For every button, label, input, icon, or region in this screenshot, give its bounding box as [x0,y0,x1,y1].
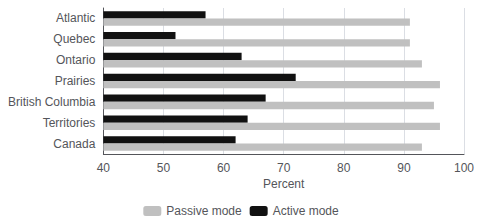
svg-text:Quebec: Quebec [53,32,95,46]
svg-text:40: 40 [97,161,111,175]
svg-text:Percent: Percent [263,177,305,191]
svg-text:Territories: Territories [43,116,96,130]
svg-text:60: 60 [217,161,231,175]
svg-text:70: 70 [277,161,291,175]
svg-text:50: 50 [157,161,171,175]
svg-text:90: 90 [397,161,411,175]
svg-text:100: 100 [454,161,474,175]
svg-text:Canada: Canada [53,137,95,151]
svg-text:British Columbia: British Columbia [8,95,96,109]
svg-text:Prairies: Prairies [55,74,96,88]
svg-text:Ontario: Ontario [56,53,96,67]
svg-text:Atlantic: Atlantic [56,11,95,25]
svg-text:Passive mode: Passive mode [166,204,242,218]
svg-text:80: 80 [337,161,351,175]
svg-text:Active mode: Active mode [273,204,339,218]
